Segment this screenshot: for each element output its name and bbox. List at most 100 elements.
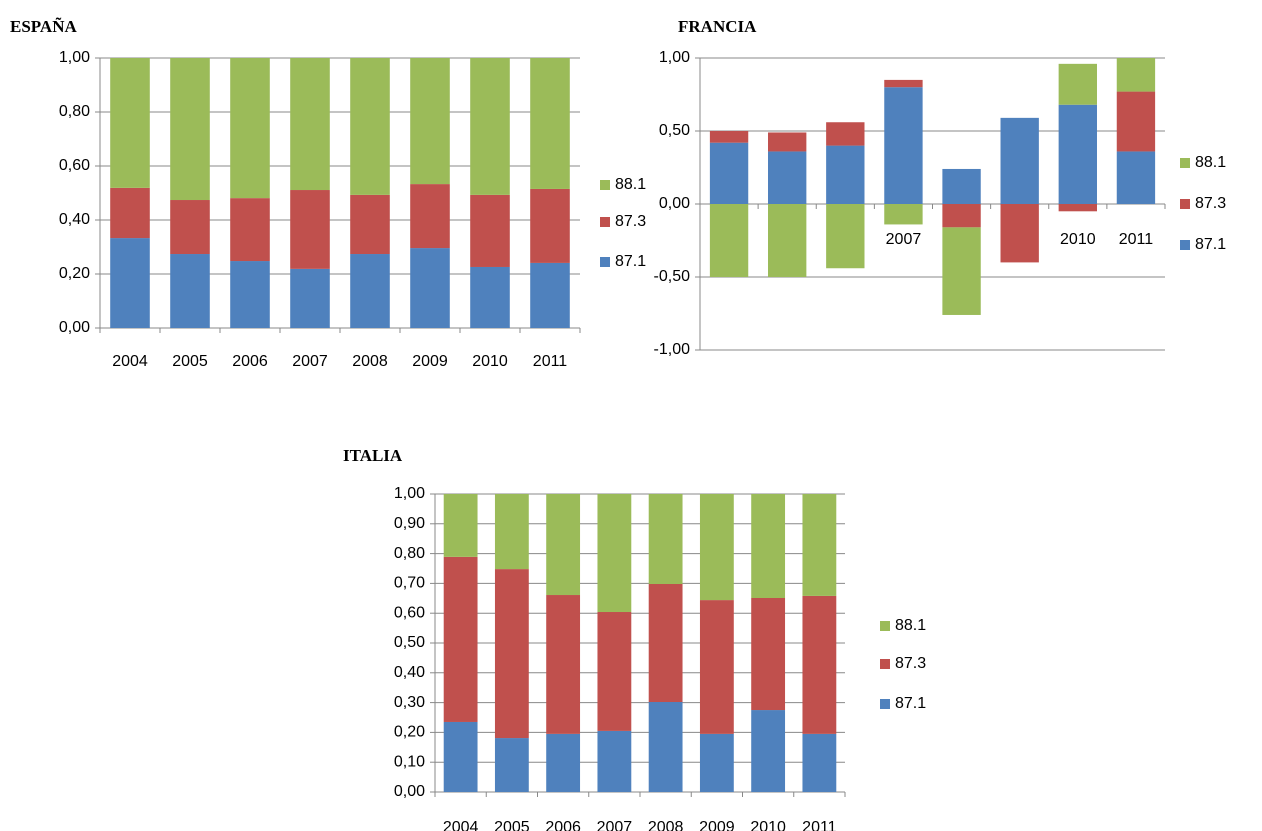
y-tick-label: 0,00 [59,319,90,336]
bar-segment [290,190,330,269]
bar-segment [802,595,837,734]
y-tick-label: -1,00 [654,341,691,358]
bar-segment [546,595,581,734]
x-tick-label: 2004 [443,819,479,831]
bar-segment [942,204,981,228]
legend-swatch [600,257,610,267]
bar-segment [443,494,478,557]
bar-segment [350,58,390,195]
x-tick-label: 2006 [545,819,581,831]
x-tick-label: 2011 [533,353,568,370]
x-tick-label: 2005 [172,353,208,370]
bar-segment [410,58,450,185]
bar-segment [1116,151,1156,204]
legend-swatch [600,180,610,190]
bar-segment [884,204,923,225]
bar-segment [530,262,570,328]
y-tick-label: 0,20 [394,724,425,741]
bar-segment [826,145,865,204]
legend-label: 88.1 [615,176,646,193]
chart-title: ITALIA [343,446,403,465]
x-tick-label: 2011 [1119,231,1154,248]
y-tick-label: 0,30 [394,694,425,711]
y-tick-label: 0,20 [59,265,90,282]
legend-label: 87.3 [615,213,646,230]
bar-segment [290,268,330,328]
bar-segment [699,733,734,792]
bar-segment [699,600,734,734]
bar-segment [884,87,923,204]
y-tick-label: 0,50 [659,122,690,139]
y-tick-label: 0,10 [394,753,425,770]
bar-segment [942,227,981,315]
bar-segment [768,132,807,152]
bar-segment [1058,204,1097,212]
y-tick-label: 0,00 [394,783,425,800]
bar-segment [709,204,749,277]
bar-segment [170,254,210,328]
bar-segment [350,194,390,255]
legend-swatch [1180,240,1190,250]
legend-swatch [1180,199,1190,209]
bar-segment [410,184,450,249]
bar-segment [290,58,330,191]
bar-segment [110,187,150,239]
legend-label: 87.1 [895,695,926,712]
bar-segment [802,494,837,596]
legend-label: 87.3 [895,655,926,672]
bar-segment [230,261,270,328]
x-tick-label: 2009 [412,353,448,370]
bar-segment [443,721,478,792]
y-tick-label: 0,40 [394,664,425,681]
y-tick-label: 0,80 [394,545,425,562]
x-tick-label: 2005 [494,819,530,831]
bar-segment [1000,117,1039,204]
x-tick-label: 2010 [472,353,508,370]
y-tick-label: -0,50 [654,268,691,285]
bar-segment [648,494,683,584]
y-tick-label: 0,80 [59,103,90,120]
y-tick-label: 0,00 [659,195,690,212]
x-tick-label: 2006 [232,353,268,370]
bar-segment [470,194,510,267]
bar-segment [768,151,807,204]
bar-segment [1000,204,1039,263]
bar-segment [1116,91,1156,152]
bar-segment [751,710,786,792]
x-tick-label: 2007 [597,819,633,831]
bar-segment [709,131,749,143]
y-tick-label: 1,00 [394,485,425,502]
legend-swatch [1180,158,1190,168]
legend-label: 87.1 [615,253,646,270]
chart-title: FRANCIA [678,17,757,36]
x-tick-label: 2011 [802,819,837,831]
bar-segment [597,730,632,792]
bar-segment [597,612,632,731]
legend-swatch [600,217,610,227]
bar-segment [1116,58,1156,92]
x-tick-label: 2008 [352,353,388,370]
bar-segment [170,200,210,255]
y-tick-label: 1,00 [59,49,90,66]
bar-segment [350,254,390,328]
y-tick-label: 0,90 [394,515,425,532]
bar-segment [884,79,923,88]
bar-segment [1058,104,1097,204]
bar-segment [170,58,210,201]
bar-segment [751,494,786,599]
bar-segment [699,494,734,601]
bar-segment [546,494,581,596]
bar-segment [443,556,478,722]
bar-segment [230,198,270,262]
legend-label: 87.3 [1195,195,1226,212]
bar-segment [709,142,749,204]
legend-swatch [880,699,890,709]
chart-title: ESPAÑA [10,17,77,36]
bar-segment [648,583,683,703]
bar-segment [546,733,581,792]
legend-label: 88.1 [1195,154,1226,171]
bar-segment [110,238,150,328]
y-tick-label: 1,00 [659,49,690,66]
bar-segment [826,122,865,146]
